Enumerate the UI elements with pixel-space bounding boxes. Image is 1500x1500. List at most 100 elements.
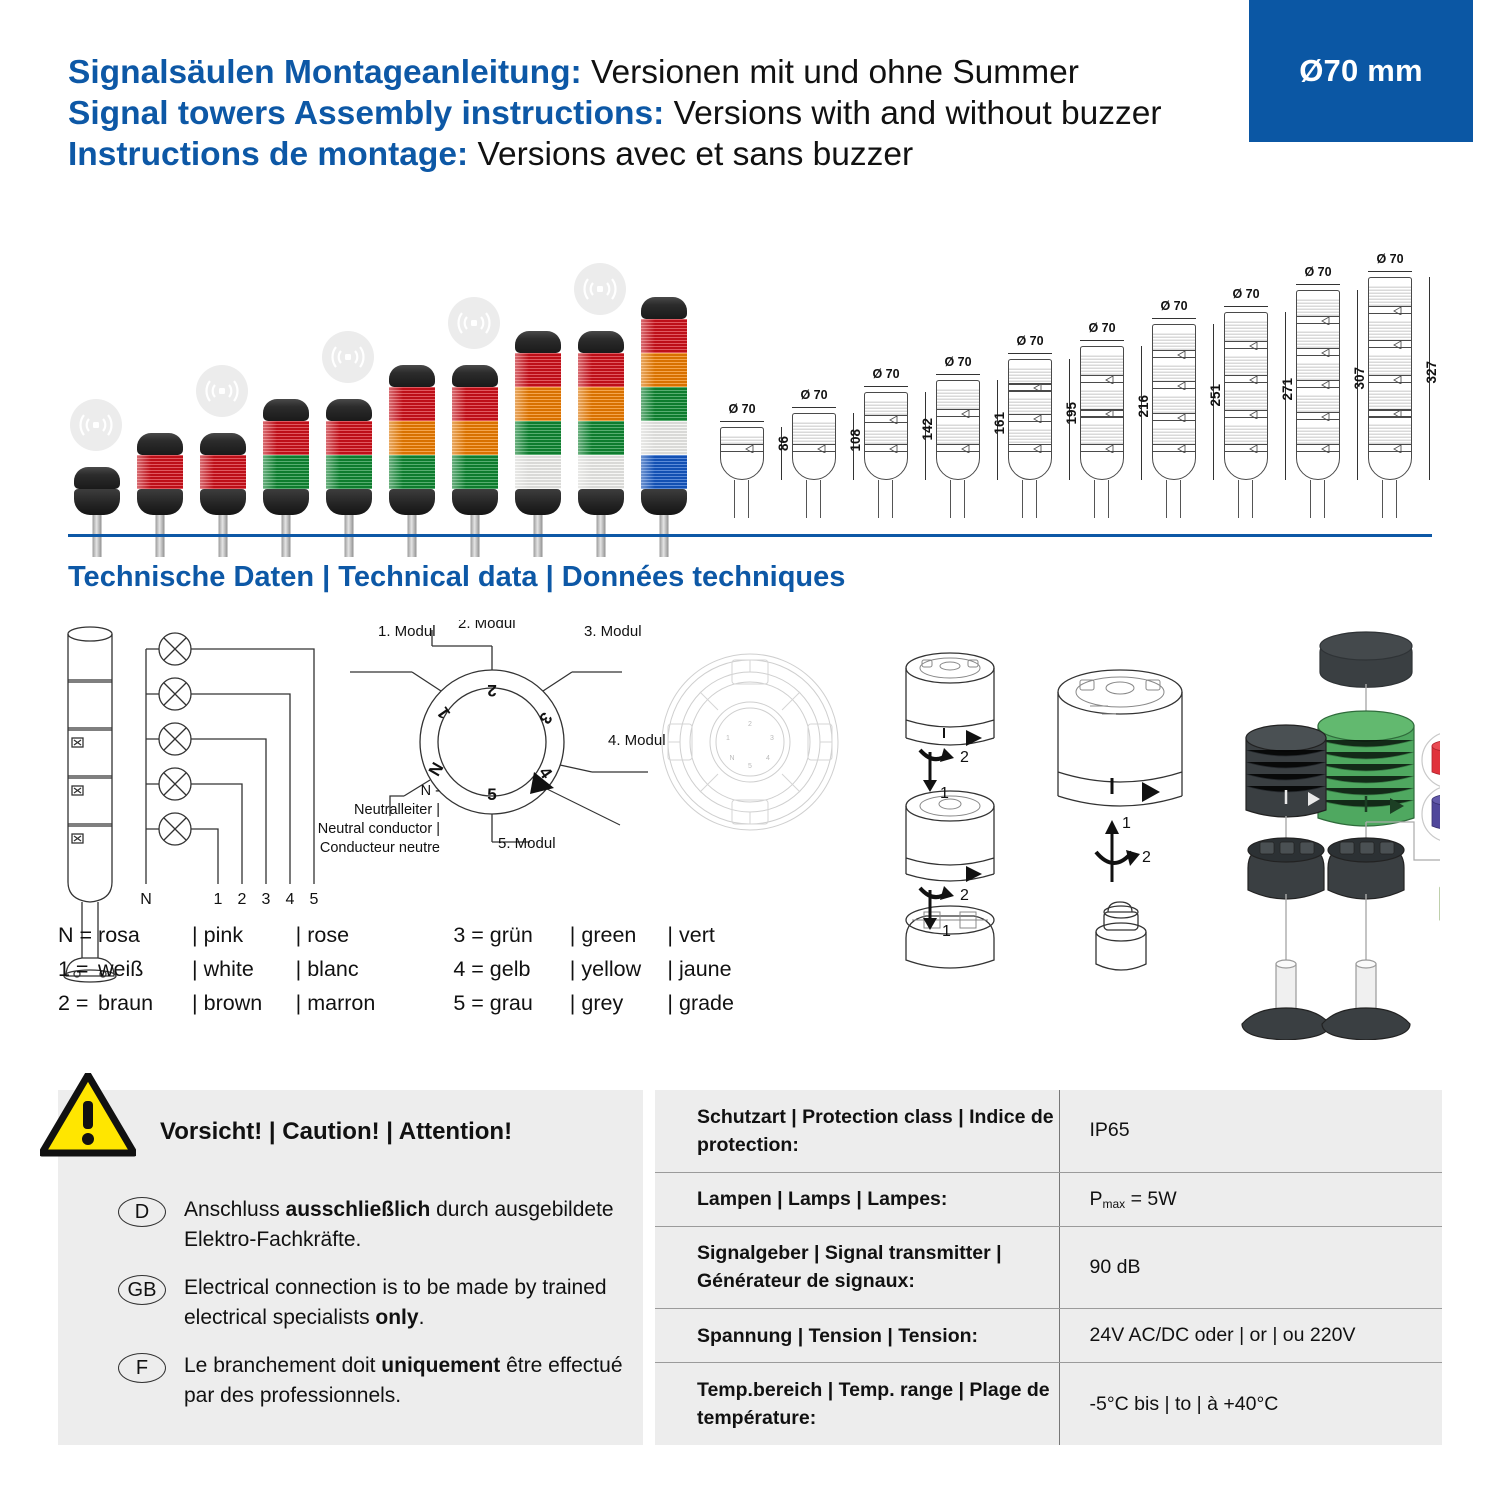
cable-wire — [1180, 480, 1181, 518]
module-stripes — [1153, 332, 1195, 350]
dimension-body — [792, 413, 836, 480]
legend-row: N = rosa | pink | rose 3 = grün | green | vert — [58, 918, 734, 952]
module-stripes — [1369, 388, 1411, 410]
height-dimension-line — [781, 427, 782, 480]
module-separator — [1225, 375, 1267, 377]
height-dimension-line — [1069, 359, 1070, 480]
tower-segment-red — [326, 421, 372, 455]
module-separator — [1369, 347, 1411, 349]
module-separator — [865, 422, 907, 424]
dimension-body — [1008, 359, 1052, 480]
tower-base — [74, 489, 120, 515]
svg-text:2: 2 — [238, 891, 247, 908]
module-separator — [1297, 355, 1339, 357]
legend-de: rosa — [98, 923, 140, 947]
tower-segment-orange — [389, 421, 435, 455]
tower-segment-green — [515, 421, 561, 455]
buzzer-icon — [196, 365, 248, 417]
module-stripes — [1225, 354, 1267, 375]
signal-tower-2 — [137, 433, 183, 557]
module-separator — [1081, 409, 1123, 411]
module-separator — [1369, 374, 1411, 376]
stacking-arrows-down — [918, 748, 954, 930]
caution-item-gb: GB Electrical connection is to be made by… — [118, 1273, 628, 1333]
legend-de: grün — [489, 923, 533, 947]
diameter-label: Ø 70 — [1296, 265, 1340, 285]
height-dimension-line — [1141, 346, 1142, 480]
module-separator — [937, 444, 979, 446]
svg-text:1: 1 — [942, 923, 951, 940]
module-stripes — [1225, 320, 1267, 341]
tower-segment-white — [578, 455, 624, 489]
module-stripes — [1369, 319, 1411, 341]
dimension-body — [720, 427, 764, 480]
tower-segment-red — [137, 455, 183, 489]
country-code-badge: F — [118, 1353, 166, 1383]
cable-wire — [1094, 480, 1095, 518]
base-housing-right — [1327, 822, 1405, 960]
tower-segment-red — [389, 387, 435, 421]
spec-row: Schutzart | Protection class | Indice de… — [655, 1090, 1442, 1173]
cable-wire — [950, 480, 951, 518]
module-labels: 1. Modul 2. Modul 3. Modul 4. Modul 5. M… — [378, 615, 666, 852]
tower-base — [200, 489, 246, 515]
tower-segment-orange — [578, 387, 624, 421]
module-stripes — [1009, 427, 1051, 444]
spec-key: Spannung | Tension | Tension: — [655, 1308, 1060, 1364]
legend-en: brown — [203, 991, 263, 1015]
dimension-body — [864, 392, 908, 480]
module-separator — [1369, 444, 1411, 446]
module-separator — [1153, 349, 1195, 351]
spec-key: Schutzart | Protection class | Indice de… — [655, 1090, 1060, 1173]
legend-code: 4 = — [453, 957, 490, 981]
module-separator — [793, 444, 835, 446]
dimension-figure-4: Ø 70 161 — [936, 355, 1007, 518]
svg-text:3. Modul: 3. Modul — [584, 623, 642, 640]
signal-tower-5 — [322, 331, 374, 557]
module-separator — [1369, 305, 1411, 307]
module-separator — [1153, 419, 1195, 421]
mounting-pole-left — [1241, 959, 1331, 1041]
module-separator — [1297, 419, 1339, 421]
tower-segment-green — [389, 455, 435, 489]
tower-segment-red — [452, 387, 498, 421]
dimension-figure-3: Ø 70 142 — [864, 367, 935, 518]
dome-separator — [721, 451, 763, 453]
black-cap-lid — [1319, 631, 1413, 688]
height-label: 251 — [1208, 384, 1223, 407]
cable-wire — [892, 480, 893, 518]
module-separator — [1009, 383, 1051, 385]
svg-text:2: 2 — [960, 887, 969, 904]
module-separator — [937, 416, 979, 418]
signal-tower-8 — [515, 331, 561, 557]
module-separator — [1081, 381, 1123, 383]
module-separator — [1153, 444, 1195, 446]
country-code-badge: D — [118, 1197, 166, 1227]
diameter-label: Ø 70 — [1152, 299, 1196, 319]
dimension-figure-2: Ø 70 108 — [792, 388, 863, 518]
tower-base — [641, 489, 687, 515]
height-dimension-line — [925, 392, 926, 480]
module-ring-diagram — [350, 630, 648, 843]
signal-tower-9 — [574, 263, 626, 557]
height-dimension-line — [997, 380, 998, 480]
module-stripes — [1297, 298, 1339, 316]
caution-title: Vorsicht! | Caution! | Attention! — [160, 1118, 513, 1145]
wire-colour-legend: N = rosa | pink | rose 3 = grün | green | vert 1 =… — [58, 918, 734, 1020]
svg-text:5: 5 — [748, 763, 752, 770]
dimension-figure-7: Ø 70 251 — [1152, 299, 1223, 518]
svg-text:N: N — [140, 891, 152, 908]
module-separator — [1009, 444, 1051, 446]
tower-segment-red — [578, 353, 624, 387]
tower-segment-green — [326, 455, 372, 489]
tower-cap — [452, 365, 498, 387]
legend-en: white — [203, 957, 254, 981]
legend-en: yellow — [581, 957, 642, 981]
tower-cap — [389, 365, 435, 387]
module-stripes — [937, 423, 979, 444]
spec-value: -5°C bis | to | à +40°C — [1089, 1392, 1279, 1415]
module-separator — [1153, 356, 1195, 358]
signal-tower-4 — [263, 399, 309, 557]
